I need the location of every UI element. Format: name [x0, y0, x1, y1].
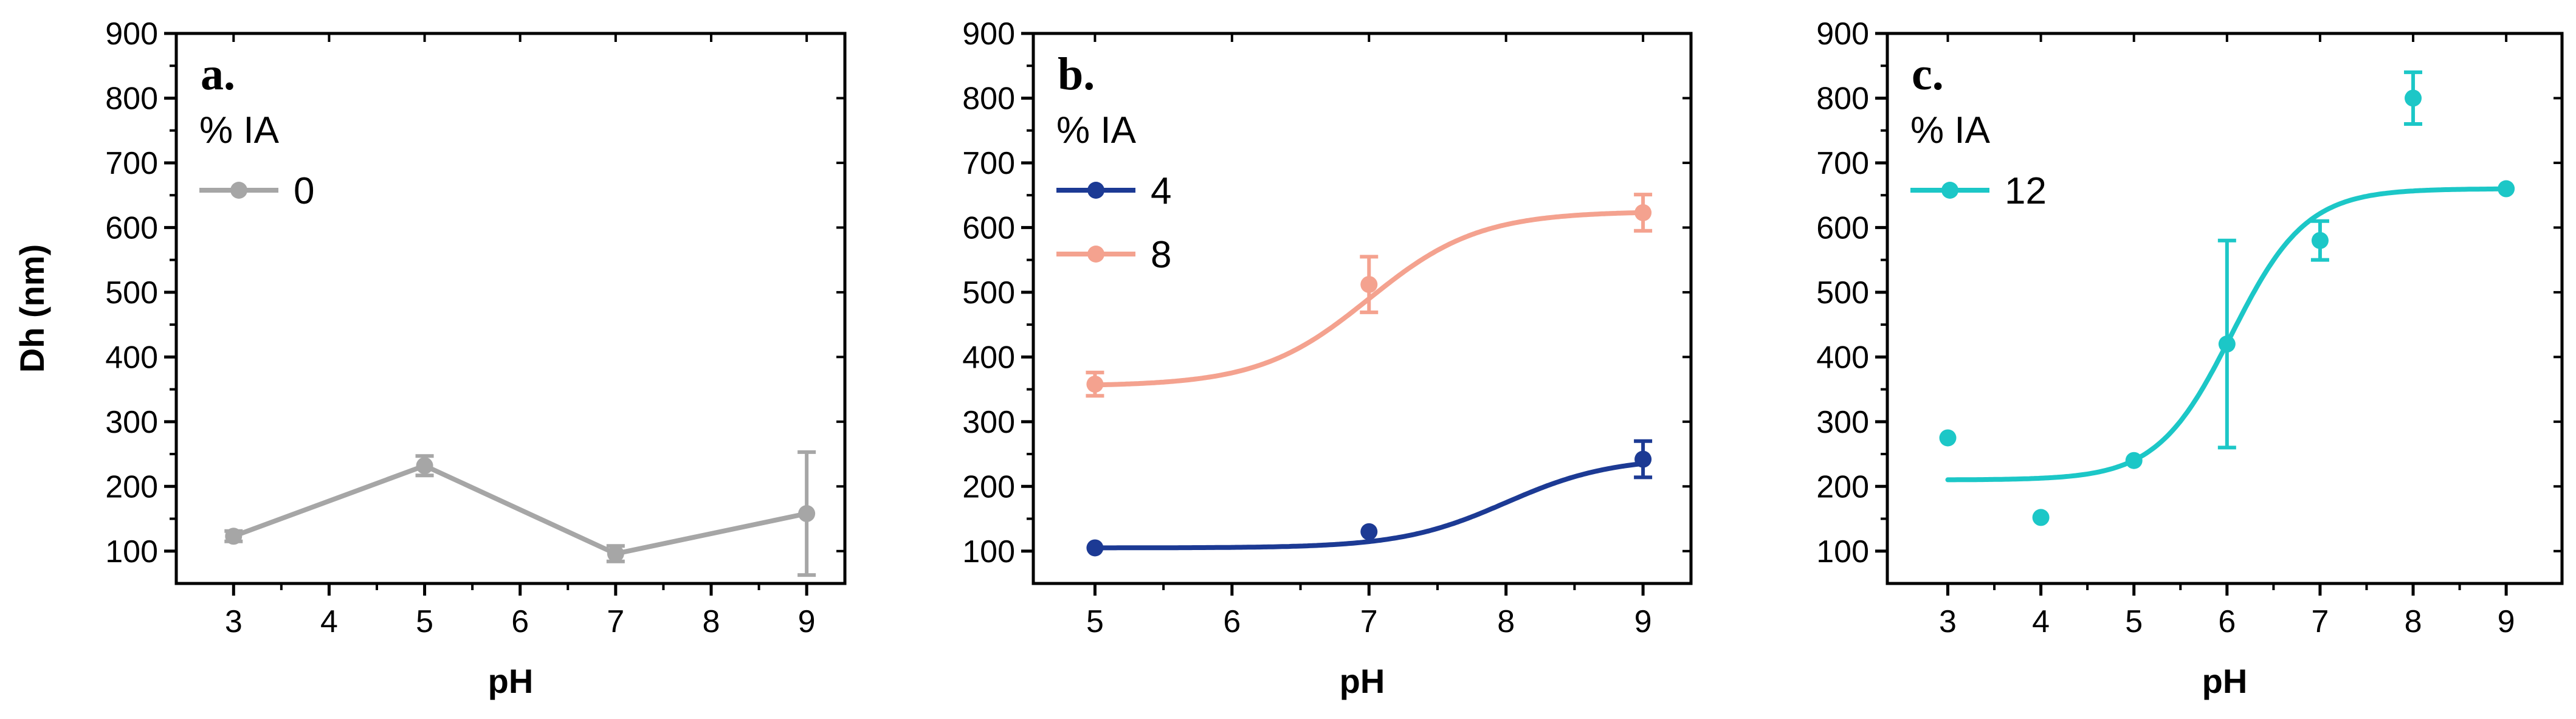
legend-label: 4	[1151, 170, 1171, 212]
x-tick-label: 7	[2311, 604, 2329, 639]
y-tick-label: 700	[962, 146, 1015, 181]
data-point	[2218, 335, 2236, 353]
x-tick-label: 5	[1086, 604, 1104, 639]
x-tick-label: 3	[1939, 604, 1957, 639]
panel-c: 100 200 300 400 500 600 700 800 900 3 4 5 6 7 8 9 pH c. % …	[1816, 16, 2564, 700]
y-tick-label: 800	[1816, 81, 1869, 116]
data-point	[1634, 204, 1652, 221]
plot-frame	[174, 32, 847, 585]
y-tick-label: 200	[105, 469, 158, 504]
legend-title: % IA	[1910, 109, 1991, 151]
data-point	[607, 545, 624, 563]
plot-frame	[1886, 32, 2564, 585]
legend-marker	[230, 182, 247, 199]
y-tick-label: 200	[962, 469, 1015, 504]
series-0	[224, 450, 816, 577]
y-tick-label: 800	[105, 81, 158, 116]
x-tick-label: 3	[225, 604, 243, 639]
y-tick-label: 400	[962, 340, 1015, 375]
series-line	[232, 463, 807, 557]
y-tick-label: 800	[962, 81, 1015, 116]
x-tick-label: 9	[798, 604, 816, 639]
data-point	[2032, 509, 2050, 526]
x-tick-label: 9	[1634, 604, 1652, 639]
panel-b: 100 200 300 400 500 600 700 800 900 5 6 7 8 9 pH b. % IA…	[962, 16, 1693, 700]
x-tick-label: 6	[2218, 604, 2236, 639]
y-tick-label: 400	[1816, 340, 1869, 375]
y-tick-label: 600	[1816, 210, 1869, 246]
series-8	[1086, 193, 1653, 398]
data-point	[1360, 523, 1378, 540]
series-12	[1939, 70, 2515, 526]
y-tick-label: 700	[1816, 146, 1869, 181]
y-tick-label: 900	[105, 16, 158, 52]
y-tick-label: 300	[962, 405, 1015, 440]
x-axis-title: pH	[1340, 662, 1385, 700]
x-tick-label: 9	[2498, 604, 2515, 639]
data-point	[2311, 232, 2329, 249]
data-point	[2405, 89, 2422, 107]
data-point	[1360, 276, 1378, 294]
x-tick-label: 6	[511, 604, 529, 639]
legend-label: 0	[294, 170, 314, 212]
legend-title: % IA	[1056, 109, 1137, 151]
y-tick-label: 100	[105, 534, 158, 569]
y-tick-label: 900	[962, 16, 1015, 52]
data-point	[1939, 429, 1957, 447]
panel-label: c.	[1912, 49, 1944, 100]
x-tick-label: 4	[320, 604, 338, 639]
y-tick-label: 900	[1816, 16, 1869, 52]
legend-label: 12	[2005, 170, 2047, 212]
legend-title: % IA	[199, 109, 280, 151]
series-4	[1086, 439, 1653, 557]
y-tick-label: 700	[105, 146, 158, 181]
x-tick-label: 5	[416, 604, 433, 639]
y-tick-label: 200	[1816, 469, 1869, 504]
panel-label: b.	[1058, 49, 1095, 100]
x-tick-label: 5	[2125, 604, 2143, 639]
data-point	[2498, 180, 2515, 198]
y-tick-label: 500	[105, 275, 158, 311]
x-tick-label: 8	[1497, 604, 1515, 639]
data-point	[1086, 376, 1104, 393]
legend-marker	[1941, 182, 1958, 199]
y-tick-label: 500	[1816, 275, 1869, 311]
panel-a: 100 200 300 400 500 600 700 800 900 3 4 5 6 7 8 9 pH Dh (…	[13, 16, 847, 700]
x-tick-label: 8	[703, 604, 720, 639]
data-point	[416, 457, 433, 475]
x-tick-label: 8	[2405, 604, 2422, 639]
fit-curve	[1092, 461, 1646, 551]
data-point	[2125, 452, 2143, 469]
plot-frame	[1031, 32, 1693, 585]
y-tick-label: 300	[1816, 405, 1869, 440]
x-tick-label: 7	[607, 604, 624, 639]
y-axis-title: Dh (nm)	[13, 244, 51, 373]
x-tick-label: 7	[1360, 604, 1378, 639]
x-axis-title: pH	[488, 662, 534, 700]
y-tick-label: 600	[105, 210, 158, 246]
y-tick-label: 600	[962, 210, 1015, 246]
y-tick-label: 500	[962, 275, 1015, 311]
legend-marker	[1087, 246, 1104, 263]
y-tick-label: 100	[1816, 534, 1869, 569]
y-tick-label: 100	[962, 534, 1015, 569]
x-axis-title: pH	[2202, 662, 2248, 700]
panel-label: a.	[201, 49, 235, 100]
legend-label: 8	[1151, 234, 1171, 276]
data-point	[225, 528, 243, 545]
x-tick-label: 4	[2032, 604, 2050, 639]
x-tick-label: 6	[1223, 604, 1241, 639]
data-point	[1086, 539, 1104, 557]
legend-marker	[1087, 182, 1104, 199]
data-point	[1634, 450, 1652, 468]
y-tick-label: 400	[105, 340, 158, 375]
data-point	[798, 505, 816, 523]
y-tick-label: 300	[105, 405, 158, 440]
